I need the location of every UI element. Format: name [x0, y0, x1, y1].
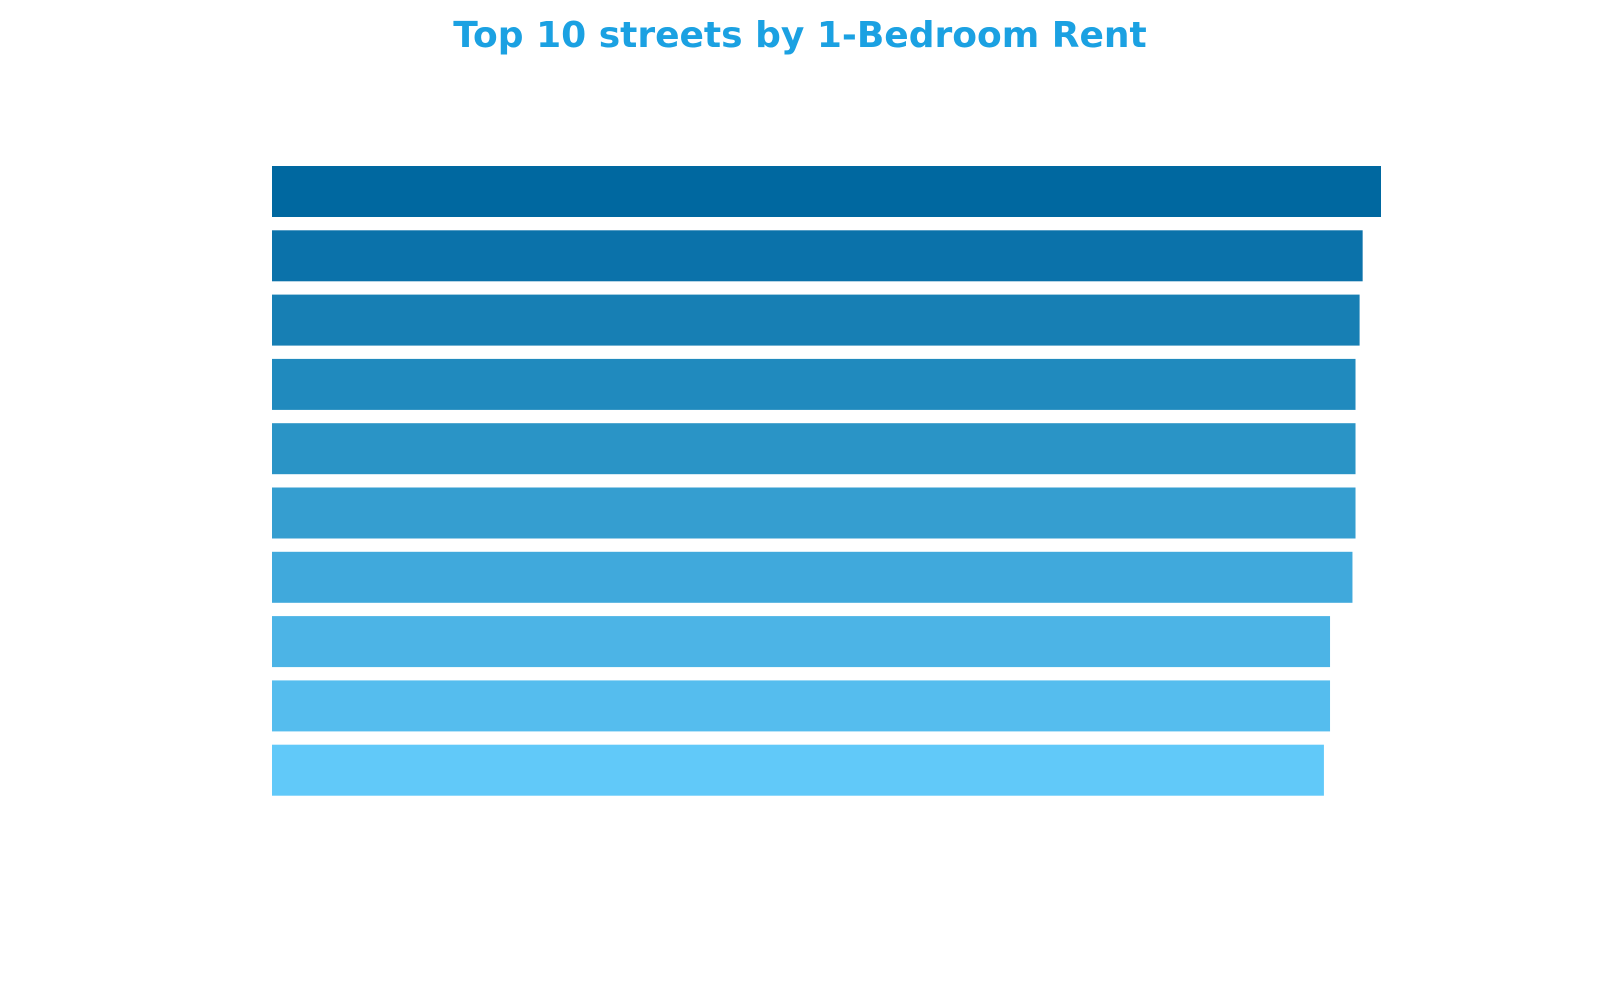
chart-title: Top 10 streets by 1-Bedroom Rent	[453, 15, 1146, 56]
bar	[272, 423, 1356, 475]
bar	[272, 358, 1356, 410]
bar	[272, 680, 1331, 732]
bar	[272, 487, 1356, 539]
bar	[272, 744, 1324, 796]
bar	[272, 166, 1381, 217]
bar	[272, 230, 1363, 282]
bar	[272, 294, 1360, 346]
bar	[272, 616, 1331, 668]
bar	[272, 551, 1353, 603]
